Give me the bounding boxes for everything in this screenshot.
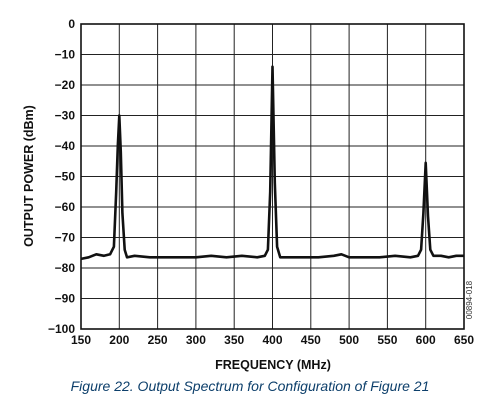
- plot-frame: [80, 23, 465, 330]
- figure-side-code: 00894-018: [465, 280, 474, 319]
- y-tick-label: −70: [55, 231, 76, 245]
- spectrum-trace: [80, 65, 464, 261]
- x-tick-label: 600: [416, 333, 436, 347]
- y-tick-label: −50: [55, 170, 76, 184]
- y-tick-label: −60: [55, 200, 76, 214]
- y-tick-label: −80: [55, 261, 76, 275]
- x-tick-label: 450: [301, 333, 321, 347]
- y-tick-label: −40: [55, 139, 76, 153]
- y-tick-label: −10: [55, 48, 76, 62]
- y-tick-label: −100: [48, 322, 75, 336]
- y-axis-label: OUTPUT POWER (dBm): [22, 105, 36, 247]
- y-tick-label: −90: [55, 292, 76, 306]
- x-tick-label: 650: [454, 333, 474, 347]
- y-tick-label: −30: [55, 109, 76, 123]
- x-tick-label: 550: [377, 333, 397, 347]
- x-tick-label: 300: [186, 333, 206, 347]
- y-tick-label: 0: [68, 17, 75, 31]
- x-tick-label: 250: [148, 333, 168, 347]
- figure-caption: Figure 22. Output Spectrum for Configura…: [70, 378, 430, 394]
- x-axis-label: FREQUENCY (MHz): [215, 358, 331, 372]
- x-tick-label: 350: [224, 333, 244, 347]
- x-tick-label: 150: [71, 333, 91, 347]
- spectrum-chart: OUTPUT POWER (dBm) FREQUENCY (MHz) 00894…: [22, 17, 474, 372]
- y-tick-label: −20: [55, 78, 76, 92]
- x-tick-label: 200: [109, 333, 129, 347]
- x-tick-label: 400: [262, 333, 282, 347]
- x-tick-label: 500: [339, 333, 359, 347]
